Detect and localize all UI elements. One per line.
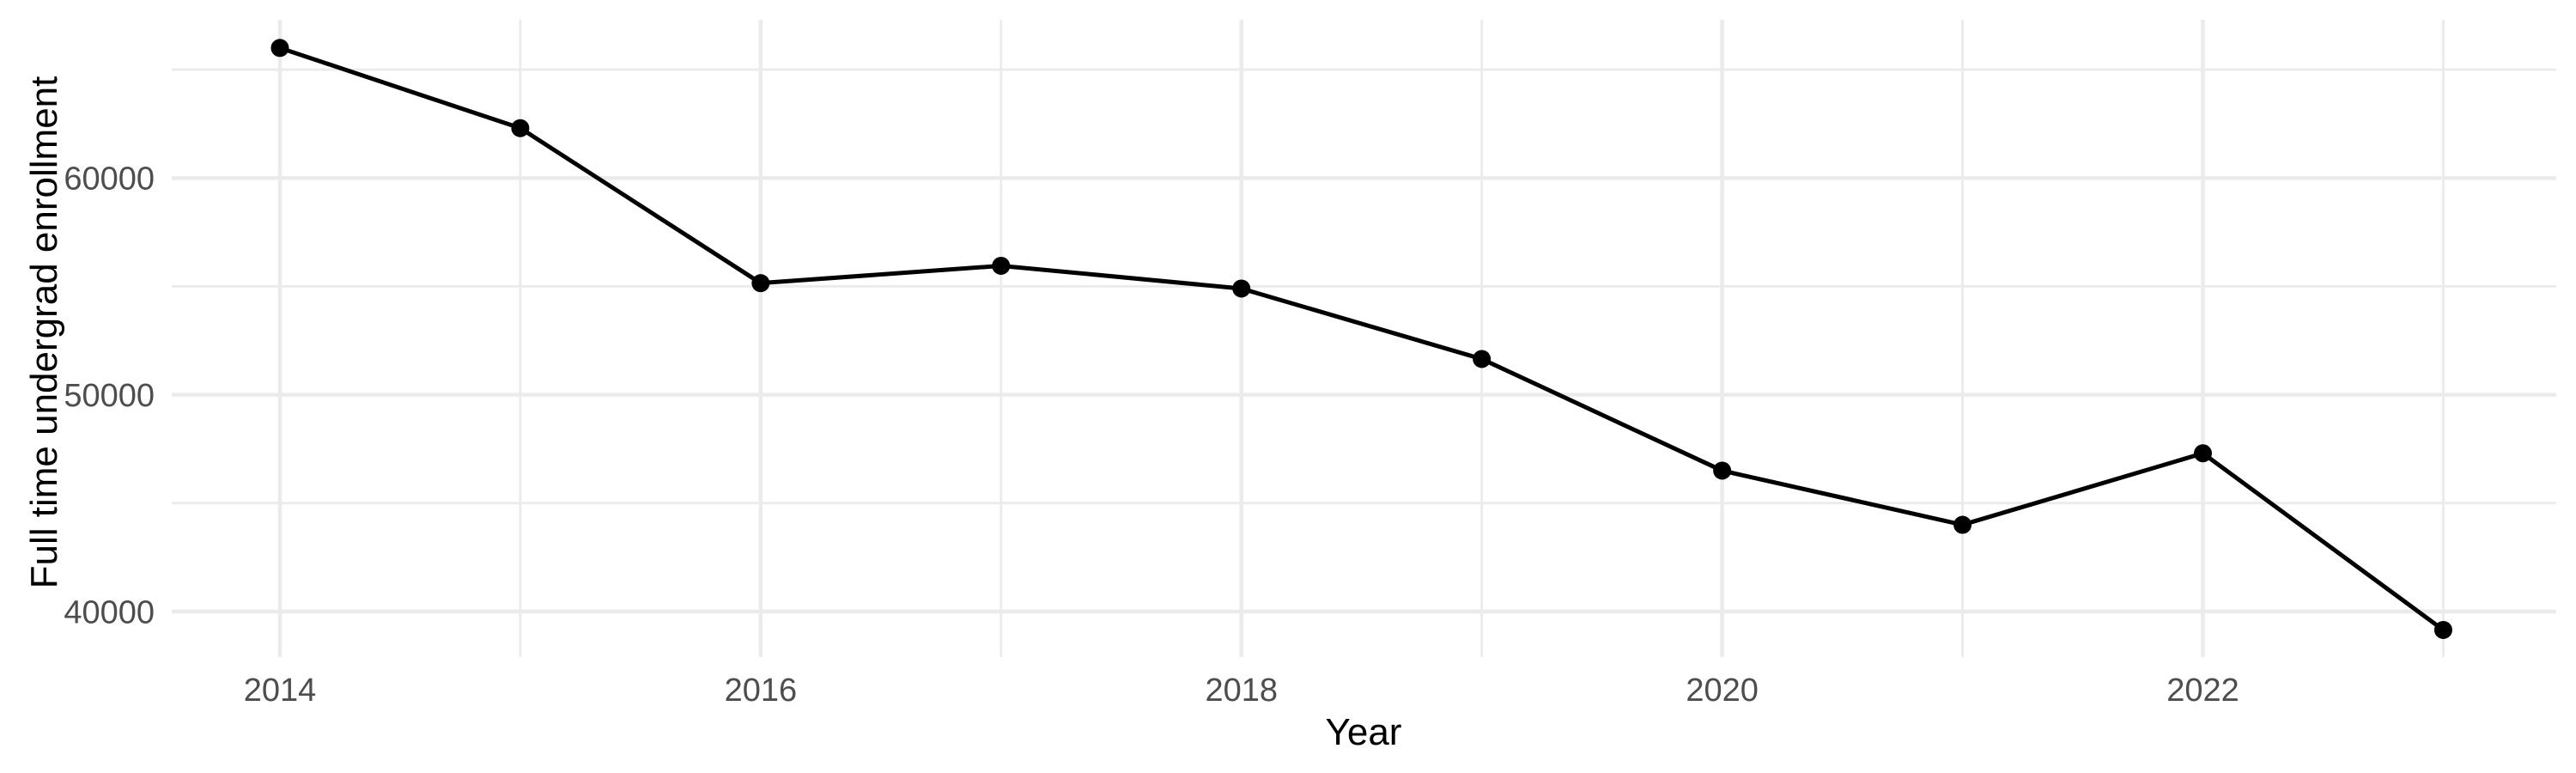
y-tick-label: 40000 [64,595,155,631]
series-layer [270,39,2452,639]
tick-labels: 2014 2016 2018 2020 2022 40000 50000 60000 [64,161,2239,709]
data-point-2017 [992,256,1011,275]
data-point-2023 [2433,620,2452,639]
y-tick-label: 60000 [64,161,155,198]
data-point-2021 [1953,515,1972,534]
data-point-2016 [751,274,770,293]
y-axis-title: Full time undergrad enrollment [23,76,65,589]
data-point-2022 [2193,444,2212,463]
data-point-2014 [270,39,289,58]
data-point-2018 [1232,279,1251,298]
x-tick-label: 2016 [725,673,798,709]
data-point-2020 [1713,461,1732,480]
y-tick-label: 50000 [64,378,155,414]
data-point-2015 [511,119,530,137]
x-tick-label: 2014 [244,673,317,709]
x-tick-label: 2020 [1686,673,1759,709]
x-axis-title: Year [1326,711,1402,753]
x-tick-label: 2022 [2166,673,2239,709]
major-gridlines [172,20,2556,657]
enrollment-line [279,46,2445,632]
data-point-2019 [1473,350,1492,368]
x-tick-label: 2018 [1205,673,1278,709]
minor-gridlines [172,20,2556,657]
